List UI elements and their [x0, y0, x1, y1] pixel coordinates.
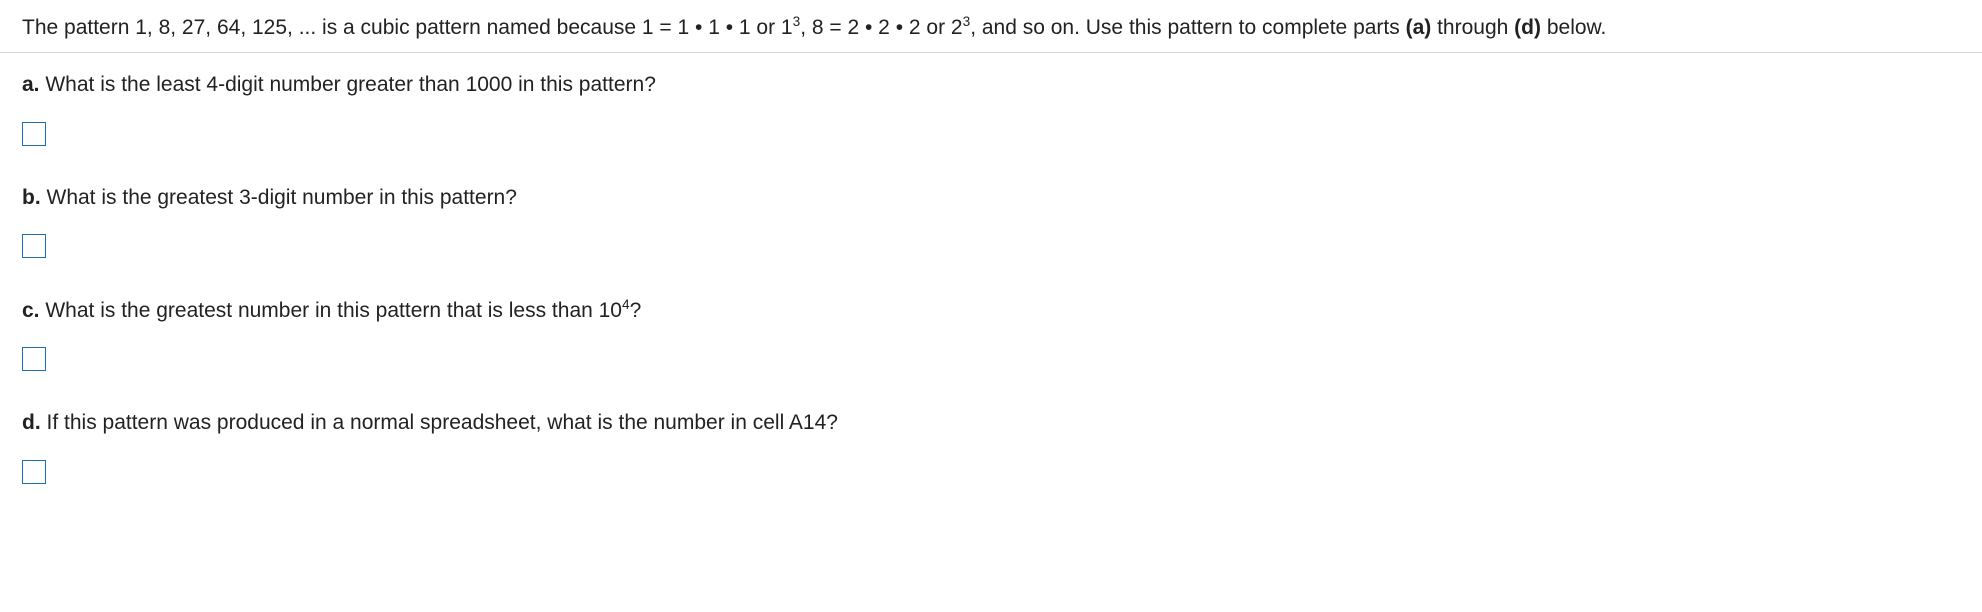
- part-c-text-post: ?: [630, 299, 642, 322]
- part-a: a. What is the least 4-digit number grea…: [22, 71, 1960, 154]
- part-b-label: b.: [22, 186, 41, 209]
- part-d-question: d. If this pattern was produced in a nor…: [22, 409, 1960, 437]
- part-c-text-pre: What is the greatest number in this patt…: [40, 299, 622, 322]
- part-c-label: c.: [22, 299, 40, 322]
- part-d: d. If this pattern was produced in a nor…: [22, 409, 1960, 492]
- part-d-answer-input[interactable]: [22, 460, 46, 484]
- part-c-question: c. What is the greatest number in this p…: [22, 297, 1960, 325]
- intro-text-3: through: [1431, 16, 1514, 39]
- part-a-answer-input[interactable]: [22, 122, 46, 146]
- part-a-label: a.: [22, 73, 40, 96]
- part-d-text: If this pattern was produced in a normal…: [41, 411, 838, 434]
- intro-paragraph: The pattern 1, 8, 27, 64, 125, ... is a …: [22, 14, 1960, 42]
- question-page: The pattern 1, 8, 27, 64, 125, ... is a …: [0, 0, 1982, 544]
- part-b-question: b. What is the greatest 3-digit number i…: [22, 184, 1960, 212]
- intro-text-1: , 8 = 2 • 2 • 2 or 2: [800, 16, 962, 39]
- intro-text-4: below.: [1541, 16, 1606, 39]
- part-c: c. What is the greatest number in this p…: [22, 297, 1960, 380]
- part-c-answer-input[interactable]: [22, 347, 46, 371]
- section-divider: [0, 52, 1982, 53]
- intro-bold-a: (a): [1406, 16, 1432, 39]
- part-b-text: What is the greatest 3-digit number in t…: [41, 186, 517, 209]
- part-c-exp: 4: [622, 297, 630, 312]
- part-d-label: d.: [22, 411, 41, 434]
- intro-text-2: , and so on. Use this pattern to complet…: [970, 16, 1405, 39]
- intro-bold-d: (d): [1514, 16, 1541, 39]
- part-b-answer-input[interactable]: [22, 234, 46, 258]
- part-a-text: What is the least 4-digit number greater…: [40, 73, 656, 96]
- part-b: b. What is the greatest 3-digit number i…: [22, 184, 1960, 267]
- intro-text-0: The pattern 1, 8, 27, 64, 125, ... is a …: [22, 16, 793, 39]
- part-a-question: a. What is the least 4-digit number grea…: [22, 71, 1960, 99]
